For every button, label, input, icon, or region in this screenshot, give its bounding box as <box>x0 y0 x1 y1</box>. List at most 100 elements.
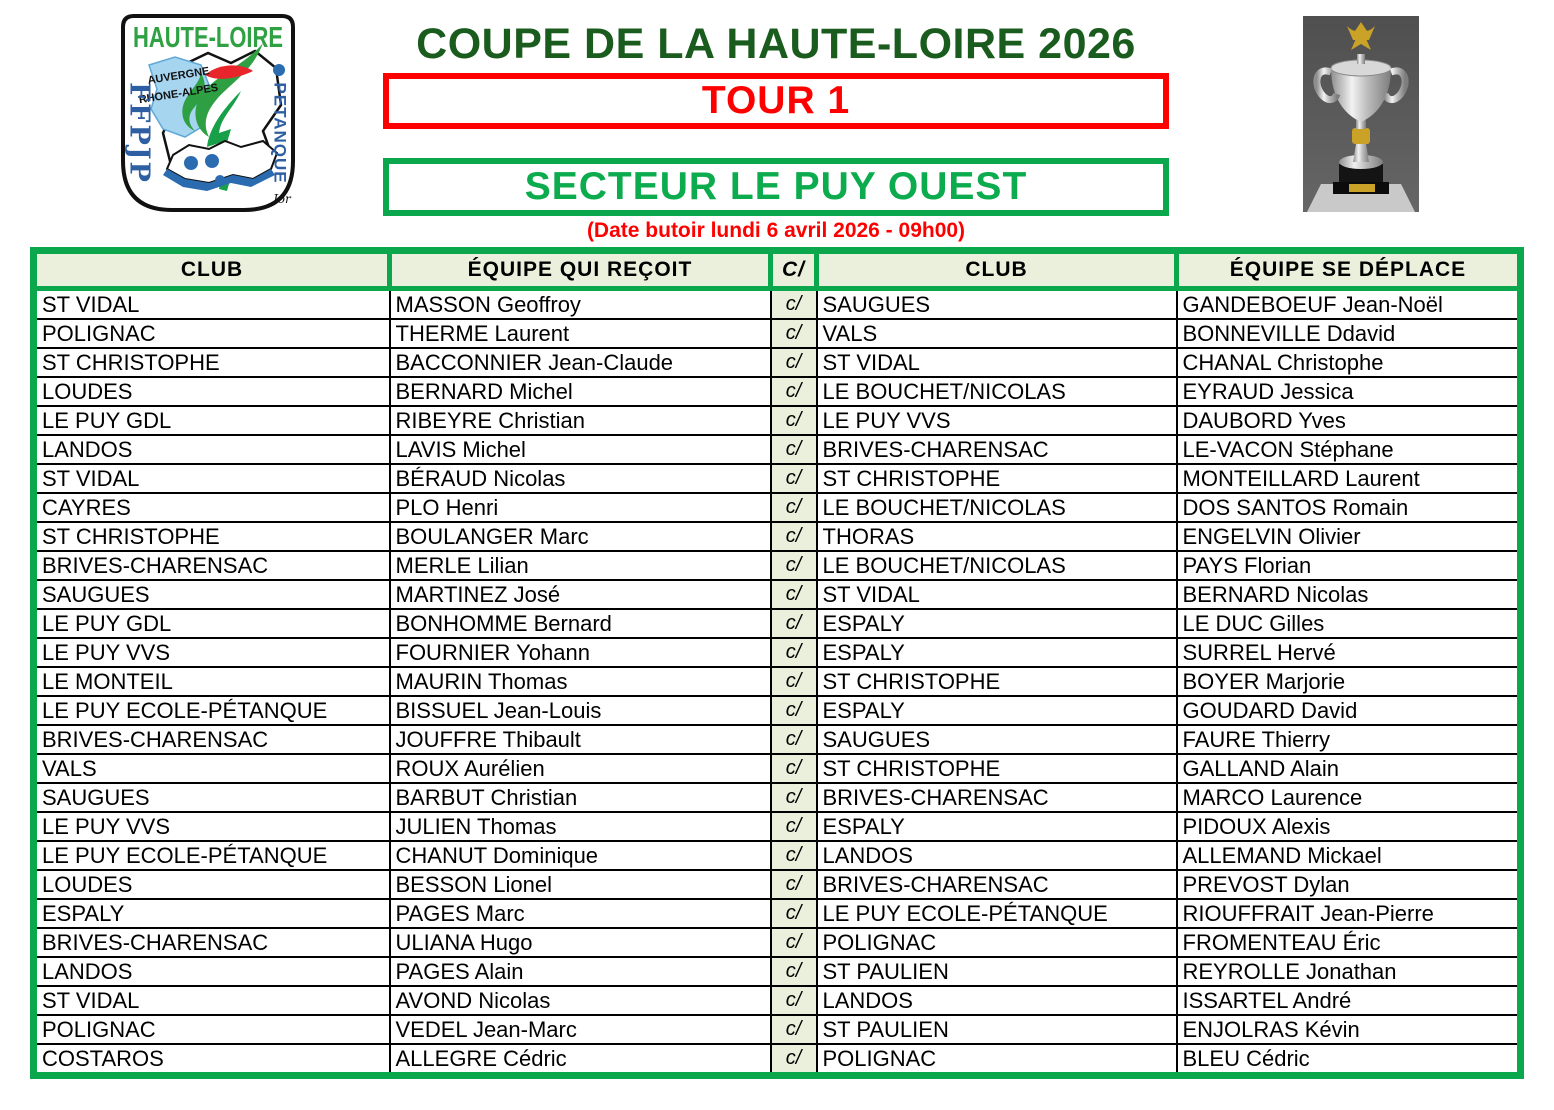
table-row: ST VIDAL BÉRAUD Nicolas c/ ST CHRISTOPHE… <box>32 463 1522 494</box>
home-club-cell: ST VIDAL <box>32 985 391 1016</box>
home-club-cell: BRIVES-CHARENSAC <box>32 927 391 958</box>
away-club-cell: LANDOS <box>815 840 1178 871</box>
table-row: ST VIDAL AVOND Nicolas c/ LANDOS ISSARTE… <box>32 985 1522 1016</box>
home-club-cell: VALS <box>32 753 391 784</box>
table-row: ST CHRISTOPHE BACCONNIER Jean-Claude c/ … <box>32 347 1522 378</box>
versus-cell: c/ <box>769 666 818 697</box>
home-club-cell: POLIGNAC <box>32 1014 391 1045</box>
versus-cell: c/ <box>769 753 818 784</box>
away-club-cell: ST PAULIEN <box>815 956 1178 987</box>
away-player-cell: ENGELVIN Olivier <box>1175 521 1522 552</box>
tour-label: TOUR 1 <box>701 79 851 122</box>
home-player-cell: BESSON Lionel <box>388 869 772 900</box>
versus-cell: c/ <box>769 405 818 436</box>
table-row: CAYRES PLO Henri c/ LE BOUCHET/NICOLAS D… <box>32 492 1522 523</box>
away-club-cell: LANDOS <box>815 985 1178 1016</box>
home-player-cell: LAVIS Michel <box>388 434 772 465</box>
away-player-cell: PREVOST Dylan <box>1175 869 1522 900</box>
away-club-cell: BRIVES-CHARENSAC <box>815 782 1178 813</box>
versus-cell: c/ <box>769 492 818 523</box>
table-row: LANDOS LAVIS Michel c/ BRIVES-CHARENSAC … <box>32 434 1522 465</box>
secteur-banner: SECTEUR LE PUY OUEST <box>383 158 1169 216</box>
home-club-cell: ST VIDAL <box>32 463 391 494</box>
table-row: LANDOS PAGES Alain c/ ST PAULIEN REYROLL… <box>32 956 1522 987</box>
col-header-away-club: CLUB <box>814 248 1179 291</box>
versus-cell: c/ <box>769 608 818 639</box>
table-header-row: CLUB ÉQUIPE QUI REÇOIT C/ CLUB ÉQUIPE SE… <box>31 248 1523 291</box>
away-player-cell: RIOUFFRAIT Jean-Pierre <box>1175 898 1522 929</box>
away-club-cell: VALS <box>815 318 1178 349</box>
home-club-cell: LE PUY VVS <box>32 811 391 842</box>
versus-cell: c/ <box>769 637 818 668</box>
away-club-cell: LE PUY VVS <box>815 405 1178 436</box>
away-player-cell: DAUBORD Yves <box>1175 405 1522 436</box>
versus-cell: c/ <box>769 811 818 842</box>
versus-cell: c/ <box>769 347 818 378</box>
home-player-cell: BONHOMME Bernard <box>388 608 772 639</box>
table-row: BRIVES-CHARENSAC JOUFFRE Thibault c/ SAU… <box>32 724 1522 755</box>
table-row: ST CHRISTOPHE BOULANGER Marc c/ THORAS E… <box>32 521 1522 552</box>
home-player-cell: MERLE Lilian <box>388 550 772 581</box>
away-club-cell: ESPALY <box>815 811 1178 842</box>
home-player-cell: BÉRAUD Nicolas <box>388 463 772 494</box>
col-header-home-club: CLUB <box>31 248 392 291</box>
table-row: LE MONTEIL MAURIN Thomas c/ ST CHRISTOPH… <box>32 666 1522 697</box>
table-row: LE PUY VVS FOURNIER Yohann c/ ESPALY SUR… <box>32 637 1522 668</box>
away-player-cell: LE DUC Gilles <box>1175 608 1522 639</box>
home-player-cell: JOUFFRE Thibault <box>388 724 772 755</box>
home-club-cell: LE PUY GDL <box>32 608 391 639</box>
table-row: SAUGUES MARTINEZ José c/ ST VIDAL BERNAR… <box>32 579 1522 610</box>
versus-cell: c/ <box>769 434 818 465</box>
away-club-cell: THORAS <box>815 521 1178 552</box>
match-rows: ST VIDAL MASSON Geoffroy c/ SAUGUES GAND… <box>32 287 1522 1077</box>
table-row: LE PUY VVS JULIEN Thomas c/ ESPALY PIDOU… <box>32 811 1522 842</box>
home-player-cell: BERNARD Michel <box>388 376 772 407</box>
home-club-cell: CAYRES <box>32 492 391 523</box>
home-player-cell: MASSON Geoffroy <box>388 287 772 320</box>
away-player-cell: ALLEMAND Mickael <box>1175 840 1522 871</box>
svg-text:FFPJP: FFPJP <box>124 82 155 184</box>
away-player-cell: BONNEVILLE Ddavid <box>1175 318 1522 349</box>
table-row: POLIGNAC THERME Laurent c/ VALS BONNEVIL… <box>32 318 1522 349</box>
away-club-cell: ESPALY <box>815 637 1178 668</box>
table-row: POLIGNAC VEDEL Jean-Marc c/ ST PAULIEN E… <box>32 1014 1522 1045</box>
versus-cell: c/ <box>769 318 818 349</box>
away-player-cell: SURREL Hervé <box>1175 637 1522 668</box>
trophy-photo <box>1303 16 1419 212</box>
home-club-cell: ST CHRISTOPHE <box>32 347 391 378</box>
away-player-cell: BLEU Cédric <box>1175 1043 1522 1077</box>
versus-cell: c/ <box>769 521 818 552</box>
table-row: BRIVES-CHARENSAC ULIANA Hugo c/ POLIGNAC… <box>32 927 1522 958</box>
versus-cell: c/ <box>769 869 818 900</box>
col-header-versus: C/ <box>768 248 819 291</box>
col-header-away-team: ÉQUIPE SE DÉPLACE <box>1174 248 1523 291</box>
deadline-note: (Date butoir lundi 6 avril 2026 - 09h00) <box>586 219 966 242</box>
col-header-home-team: ÉQUIPE QUI REÇOIT <box>387 248 773 291</box>
home-club-cell: LE PUY VVS <box>32 637 391 668</box>
away-club-cell: BRIVES-CHARENSAC <box>815 434 1178 465</box>
home-club-cell: LANDOS <box>32 956 391 987</box>
svg-text:PETANQUE: PETANQUE <box>271 82 290 183</box>
home-club-cell: LE PUY ECOLE-PÉTANQUE <box>32 695 391 726</box>
page-title: COUPE DE LA HAUTE-LOIRE 2026 <box>416 20 1136 68</box>
table-row: LOUDES BERNARD Michel c/ LE BOUCHET/NICO… <box>32 376 1522 407</box>
versus-cell: c/ <box>769 898 818 929</box>
ffpjp-logo-icon: HAUTE-LOIRE AUVERGNE RHONE-ALPES FFPJP P… <box>121 14 295 212</box>
away-club-cell: ESPALY <box>815 695 1178 726</box>
home-player-cell: CHANUT Dominique <box>388 840 772 871</box>
away-player-cell: ISSARTEL André <box>1175 985 1522 1016</box>
versus-cell: c/ <box>769 463 818 494</box>
home-player-cell: VEDEL Jean-Marc <box>388 1014 772 1045</box>
home-player-cell: PAGES Marc <box>388 898 772 929</box>
home-club-cell: ST VIDAL <box>32 287 391 320</box>
versus-cell: c/ <box>769 956 818 987</box>
home-player-cell: BISSUEL Jean-Louis <box>388 695 772 726</box>
table-row: SAUGUES BARBUT Christian c/ BRIVES-CHARE… <box>32 782 1522 813</box>
away-club-cell: ST CHRISTOPHE <box>815 463 1178 494</box>
away-club-cell: SAUGUES <box>815 287 1178 320</box>
home-player-cell: BARBUT Christian <box>388 782 772 813</box>
table-row: ST VIDAL MASSON Geoffroy c/ SAUGUES GAND… <box>32 287 1522 320</box>
trophy-icon <box>1303 16 1419 212</box>
home-club-cell: LE MONTEIL <box>32 666 391 697</box>
